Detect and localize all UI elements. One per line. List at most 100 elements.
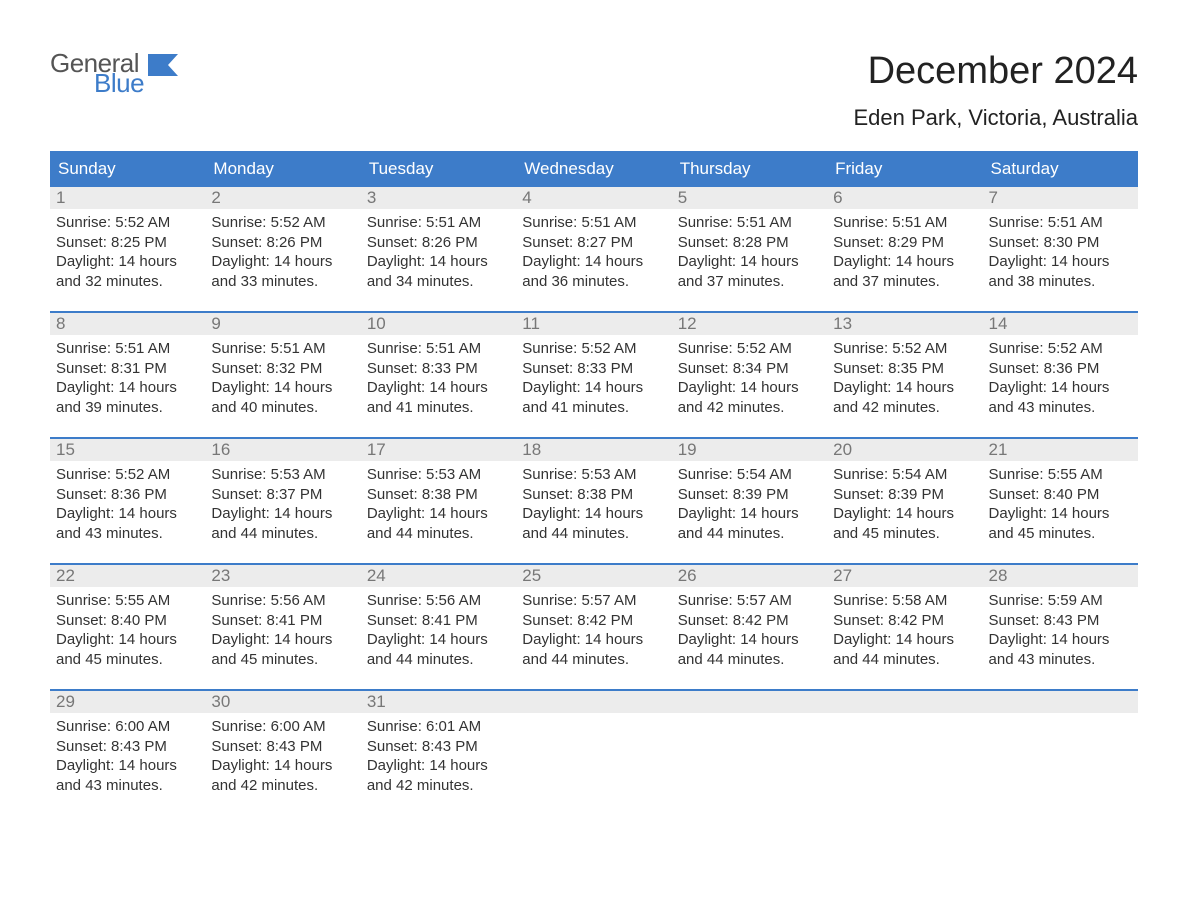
- day-body: Sunrise: 5:53 AMSunset: 8:38 PMDaylight:…: [516, 461, 671, 543]
- col-friday: Friday: [827, 151, 982, 187]
- day-cell: 20Sunrise: 5:54 AMSunset: 8:39 PMDayligh…: [827, 439, 982, 563]
- week-row: 22Sunrise: 5:55 AMSunset: 8:40 PMDayligh…: [50, 563, 1138, 689]
- day-number: 31: [361, 691, 516, 713]
- sunrise-line: Sunrise: 5:57 AM: [678, 591, 821, 611]
- sunset-line: Sunset: 8:38 PM: [522, 485, 665, 505]
- daylight-line1: Daylight: 14 hours: [522, 504, 665, 524]
- logo-text: General Blue: [50, 50, 144, 96]
- daylight-line2: and 43 minutes.: [989, 650, 1132, 670]
- calendar: Sunday Monday Tuesday Wednesday Thursday…: [50, 151, 1138, 815]
- sunrise-line: Sunrise: 5:51 AM: [989, 213, 1132, 233]
- day-body: Sunrise: 5:51 AMSunset: 8:27 PMDaylight:…: [516, 209, 671, 291]
- day-cell: 6Sunrise: 5:51 AMSunset: 8:29 PMDaylight…: [827, 187, 982, 311]
- sunrise-line: Sunrise: 5:52 AM: [989, 339, 1132, 359]
- daylight-line2: and 41 minutes.: [367, 398, 510, 418]
- sunset-line: Sunset: 8:38 PM: [367, 485, 510, 505]
- week-row: 1Sunrise: 5:52 AMSunset: 8:25 PMDaylight…: [50, 187, 1138, 311]
- sunset-line: Sunset: 8:36 PM: [989, 359, 1132, 379]
- sunrise-line: Sunrise: 5:59 AM: [989, 591, 1132, 611]
- sunrise-line: Sunrise: 6:00 AM: [56, 717, 199, 737]
- daylight-line2: and 42 minutes.: [211, 776, 354, 796]
- sunset-line: Sunset: 8:42 PM: [522, 611, 665, 631]
- daylight-line2: and 45 minutes.: [56, 650, 199, 670]
- day-body: Sunrise: 5:56 AMSunset: 8:41 PMDaylight:…: [205, 587, 360, 669]
- day-cell: 26Sunrise: 5:57 AMSunset: 8:42 PMDayligh…: [672, 565, 827, 689]
- day-body: Sunrise: 5:52 AMSunset: 8:33 PMDaylight:…: [516, 335, 671, 417]
- sunrise-line: Sunrise: 5:51 AM: [367, 213, 510, 233]
- day-cell: 30Sunrise: 6:00 AMSunset: 8:43 PMDayligh…: [205, 691, 360, 815]
- day-body: Sunrise: 5:51 AMSunset: 8:26 PMDaylight:…: [361, 209, 516, 291]
- sunrise-line: Sunrise: 5:52 AM: [56, 465, 199, 485]
- sunset-line: Sunset: 8:28 PM: [678, 233, 821, 253]
- daylight-line1: Daylight: 14 hours: [211, 252, 354, 272]
- sunset-line: Sunset: 8:42 PM: [833, 611, 976, 631]
- day-body: Sunrise: 5:54 AMSunset: 8:39 PMDaylight:…: [827, 461, 982, 543]
- day-cell: 16Sunrise: 5:53 AMSunset: 8:37 PMDayligh…: [205, 439, 360, 563]
- day-body: Sunrise: 5:51 AMSunset: 8:32 PMDaylight:…: [205, 335, 360, 417]
- day-body: Sunrise: 5:57 AMSunset: 8:42 PMDaylight:…: [516, 587, 671, 669]
- day-cell: 5Sunrise: 5:51 AMSunset: 8:28 PMDaylight…: [672, 187, 827, 311]
- sunrise-line: Sunrise: 5:55 AM: [56, 591, 199, 611]
- day-cell: 31Sunrise: 6:01 AMSunset: 8:43 PMDayligh…: [361, 691, 516, 815]
- day-number-empty: [983, 691, 1138, 713]
- day-number: 23: [205, 565, 360, 587]
- week-row: 15Sunrise: 5:52 AMSunset: 8:36 PMDayligh…: [50, 437, 1138, 563]
- daylight-line1: Daylight: 14 hours: [678, 504, 821, 524]
- day-cell: [983, 691, 1138, 815]
- week-row: 8Sunrise: 5:51 AMSunset: 8:31 PMDaylight…: [50, 311, 1138, 437]
- sunset-line: Sunset: 8:25 PM: [56, 233, 199, 253]
- day-cell: 24Sunrise: 5:56 AMSunset: 8:41 PMDayligh…: [361, 565, 516, 689]
- daylight-line1: Daylight: 14 hours: [211, 504, 354, 524]
- day-cell: [827, 691, 982, 815]
- day-body: Sunrise: 5:51 AMSunset: 8:33 PMDaylight:…: [361, 335, 516, 417]
- day-body: Sunrise: 5:53 AMSunset: 8:38 PMDaylight:…: [361, 461, 516, 543]
- day-body: Sunrise: 6:00 AMSunset: 8:43 PMDaylight:…: [50, 713, 205, 795]
- sunset-line: Sunset: 8:32 PM: [211, 359, 354, 379]
- sunset-line: Sunset: 8:43 PM: [367, 737, 510, 757]
- daylight-line2: and 39 minutes.: [56, 398, 199, 418]
- daylight-line2: and 43 minutes.: [989, 398, 1132, 418]
- sunrise-line: Sunrise: 6:00 AM: [211, 717, 354, 737]
- sunset-line: Sunset: 8:35 PM: [833, 359, 976, 379]
- col-sunday: Sunday: [50, 151, 205, 187]
- daylight-line2: and 38 minutes.: [989, 272, 1132, 292]
- daylight-line1: Daylight: 14 hours: [989, 252, 1132, 272]
- day-number: 1: [50, 187, 205, 209]
- daylight-line1: Daylight: 14 hours: [56, 252, 199, 272]
- day-body: Sunrise: 5:58 AMSunset: 8:42 PMDaylight:…: [827, 587, 982, 669]
- day-body: Sunrise: 5:52 AMSunset: 8:36 PMDaylight:…: [983, 335, 1138, 417]
- sunrise-line: Sunrise: 5:52 AM: [211, 213, 354, 233]
- day-body: Sunrise: 5:52 AMSunset: 8:25 PMDaylight:…: [50, 209, 205, 291]
- day-number: 11: [516, 313, 671, 335]
- sunrise-line: Sunrise: 5:56 AM: [211, 591, 354, 611]
- day-body: Sunrise: 5:51 AMSunset: 8:28 PMDaylight:…: [672, 209, 827, 291]
- day-cell: 15Sunrise: 5:52 AMSunset: 8:36 PMDayligh…: [50, 439, 205, 563]
- location: Eden Park, Victoria, Australia: [853, 105, 1138, 131]
- sunset-line: Sunset: 8:41 PM: [211, 611, 354, 631]
- sunrise-line: Sunrise: 5:52 AM: [833, 339, 976, 359]
- day-cell: 23Sunrise: 5:56 AMSunset: 8:41 PMDayligh…: [205, 565, 360, 689]
- day-cell: 4Sunrise: 5:51 AMSunset: 8:27 PMDaylight…: [516, 187, 671, 311]
- day-number: 22: [50, 565, 205, 587]
- day-body: Sunrise: 5:51 AMSunset: 8:30 PMDaylight:…: [983, 209, 1138, 291]
- sunset-line: Sunset: 8:40 PM: [56, 611, 199, 631]
- sunset-line: Sunset: 8:27 PM: [522, 233, 665, 253]
- daylight-line1: Daylight: 14 hours: [367, 378, 510, 398]
- day-cell: 8Sunrise: 5:51 AMSunset: 8:31 PMDaylight…: [50, 313, 205, 437]
- daylight-line1: Daylight: 14 hours: [56, 756, 199, 776]
- daylight-line2: and 33 minutes.: [211, 272, 354, 292]
- day-number: 25: [516, 565, 671, 587]
- day-number: 20: [827, 439, 982, 461]
- day-body: Sunrise: 5:51 AMSunset: 8:31 PMDaylight:…: [50, 335, 205, 417]
- day-number: 26: [672, 565, 827, 587]
- daylight-line2: and 32 minutes.: [56, 272, 199, 292]
- day-cell: 3Sunrise: 5:51 AMSunset: 8:26 PMDaylight…: [361, 187, 516, 311]
- sunset-line: Sunset: 8:43 PM: [211, 737, 354, 757]
- daylight-line2: and 37 minutes.: [833, 272, 976, 292]
- day-number-empty: [827, 691, 982, 713]
- day-number: 19: [672, 439, 827, 461]
- daylight-line2: and 44 minutes.: [367, 524, 510, 544]
- sunrise-line: Sunrise: 5:51 AM: [522, 213, 665, 233]
- day-number: 9: [205, 313, 360, 335]
- day-cell: 18Sunrise: 5:53 AMSunset: 8:38 PMDayligh…: [516, 439, 671, 563]
